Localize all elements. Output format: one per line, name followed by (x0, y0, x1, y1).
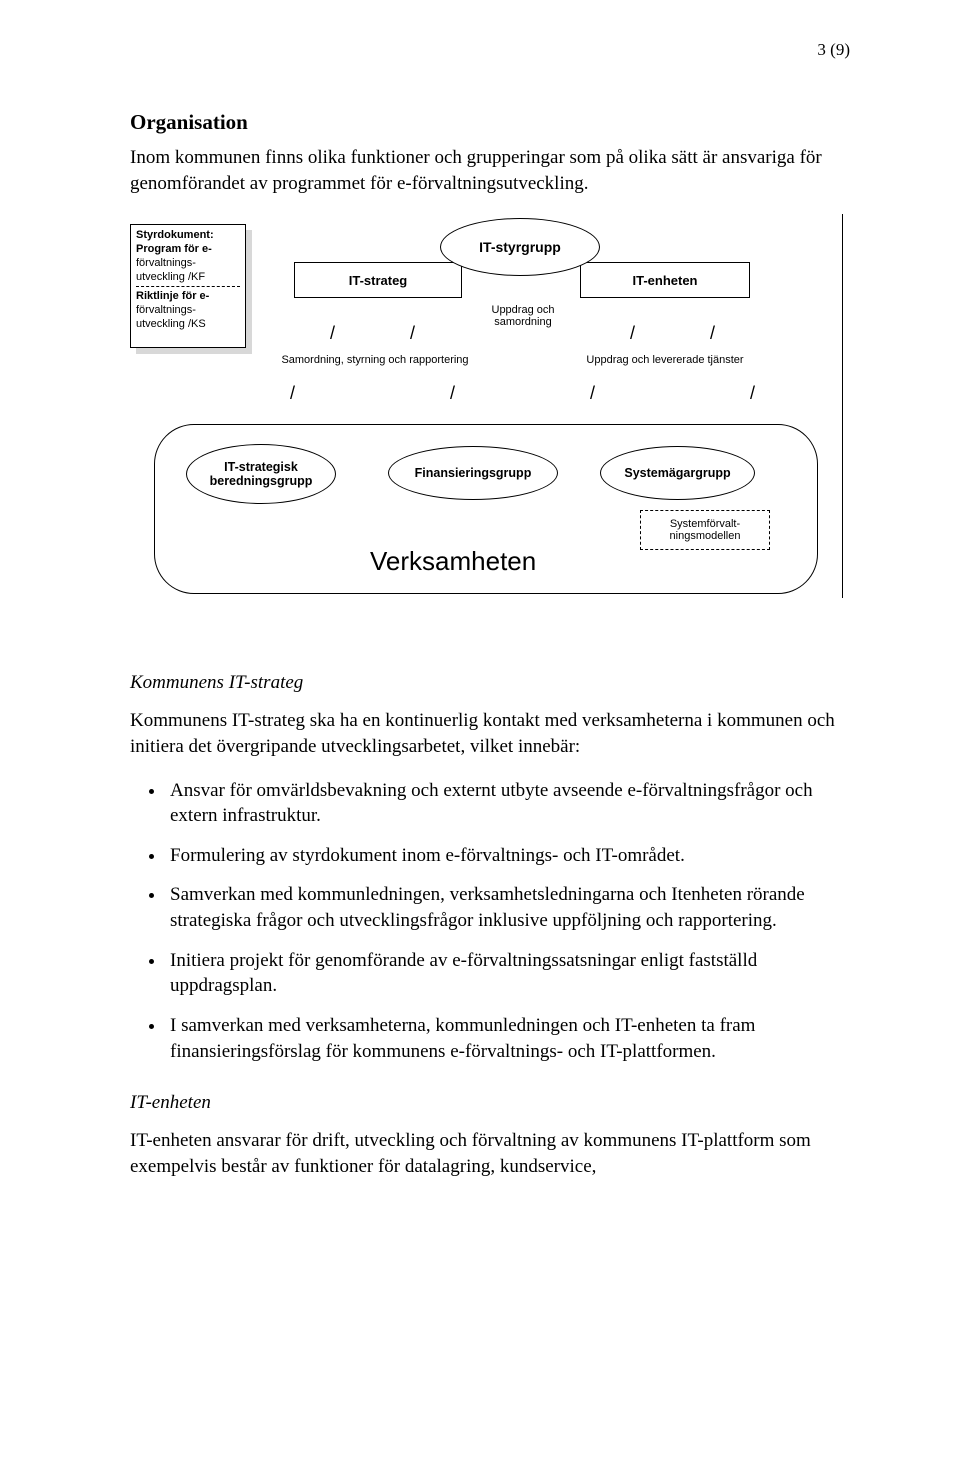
bullet-list: Ansvar för omvärldsbevakning och externt… (130, 778, 850, 1065)
styrdokument-box: Styrdokument: Program för e- förvaltning… (130, 224, 246, 348)
label-samordning-styrning: Samordning, styrning och rapportering (250, 354, 500, 366)
ellipse-it-styrgrupp-label: IT-styrgrupp (479, 239, 561, 255)
arrow-up-1: / (330, 324, 335, 342)
ellipse-beredningsgrupp-label: IT-strategisk beredningsgrupp (187, 460, 335, 489)
arrow-down-2: / (450, 384, 455, 402)
arrow-down-1: / (290, 384, 295, 402)
heading-organisation: Organisation (130, 110, 850, 135)
label-uppdrag-levererade: Uppdrag och levererade tjänster (560, 354, 770, 366)
arrow-up-3: / (630, 324, 635, 342)
bullet-item: Samverkan med kommunledningen, verksamhe… (166, 882, 850, 933)
arrow-down-3: / (590, 384, 595, 402)
ellipse-finansieringsgrupp-label: Finansieringsgrupp (415, 466, 532, 480)
program-l3: utveckling /KF (136, 271, 240, 285)
org-diagram: Styrdokument: Program för e- förvaltning… (130, 214, 850, 644)
rect-it-strateg-label: IT-strateg (349, 273, 408, 288)
bullet-item: Initiera projekt för genomförande av e-f… (166, 948, 850, 999)
enheten-paragraph: IT-enheten ansvarar för drift, utvecklin… (130, 1128, 850, 1179)
arrow-down-4: / (750, 384, 755, 402)
rect-it-enheten: IT-enheten (580, 262, 750, 298)
riktlinje-l2: förvaltnings- (136, 304, 240, 318)
page-number: 3 (9) (130, 40, 850, 60)
ellipse-it-styrgrupp: IT-styrgrupp (440, 218, 600, 276)
heading-it-enheten: IT-enheten (130, 1092, 850, 1114)
rect-it-strateg: IT-strateg (294, 262, 462, 298)
riktlinje-l3: utveckling /KS (136, 318, 240, 332)
program-l2: förvaltnings- (136, 257, 240, 271)
label-uppdrag-samordning: Uppdrag och samordning (468, 304, 578, 328)
dashbox-label: Systemförvalt-ningsmodellen (641, 518, 769, 542)
intro-paragraph: Inom kommunen finns olika funktioner och… (130, 145, 850, 196)
arrow-up-4: / (710, 324, 715, 342)
styrdokument-title: Styrdokument: (136, 229, 240, 243)
ellipse-beredningsgrupp: IT-strategisk beredningsgrupp (186, 444, 336, 504)
ellipse-systemagargrupp: Systemägargrupp (600, 446, 755, 500)
arrow-up-2: / (410, 324, 415, 342)
rect-it-enheten-label: IT-enheten (632, 273, 697, 288)
program-l1: Program för e- (136, 243, 240, 257)
diagram-right-border (842, 214, 843, 598)
note-dashline (136, 286, 240, 287)
ellipse-finansieringsgrupp: Finansieringsgrupp (388, 446, 558, 500)
verksamheten-label: Verksamheten (370, 546, 536, 577)
bullet-item: I samverkan med verksamheterna, kommunle… (166, 1013, 850, 1064)
heading-kommunens-it-strateg: Kommunens IT-strateg (130, 672, 850, 694)
bullet-item: Ansvar för omvärldsbevakning och externt… (166, 778, 850, 829)
riktlinje-l1: Riktlinje för e- (136, 290, 240, 304)
strateg-intro: Kommunens IT-strateg ska ha en kontinuer… (130, 708, 850, 759)
bullet-item: Formulering av styrdokument inom e-förva… (166, 843, 850, 869)
dashbox-systemforvaltning: Systemförvalt-ningsmodellen (640, 510, 770, 550)
ellipse-systemagargrupp-label: Systemägargrupp (624, 466, 730, 480)
